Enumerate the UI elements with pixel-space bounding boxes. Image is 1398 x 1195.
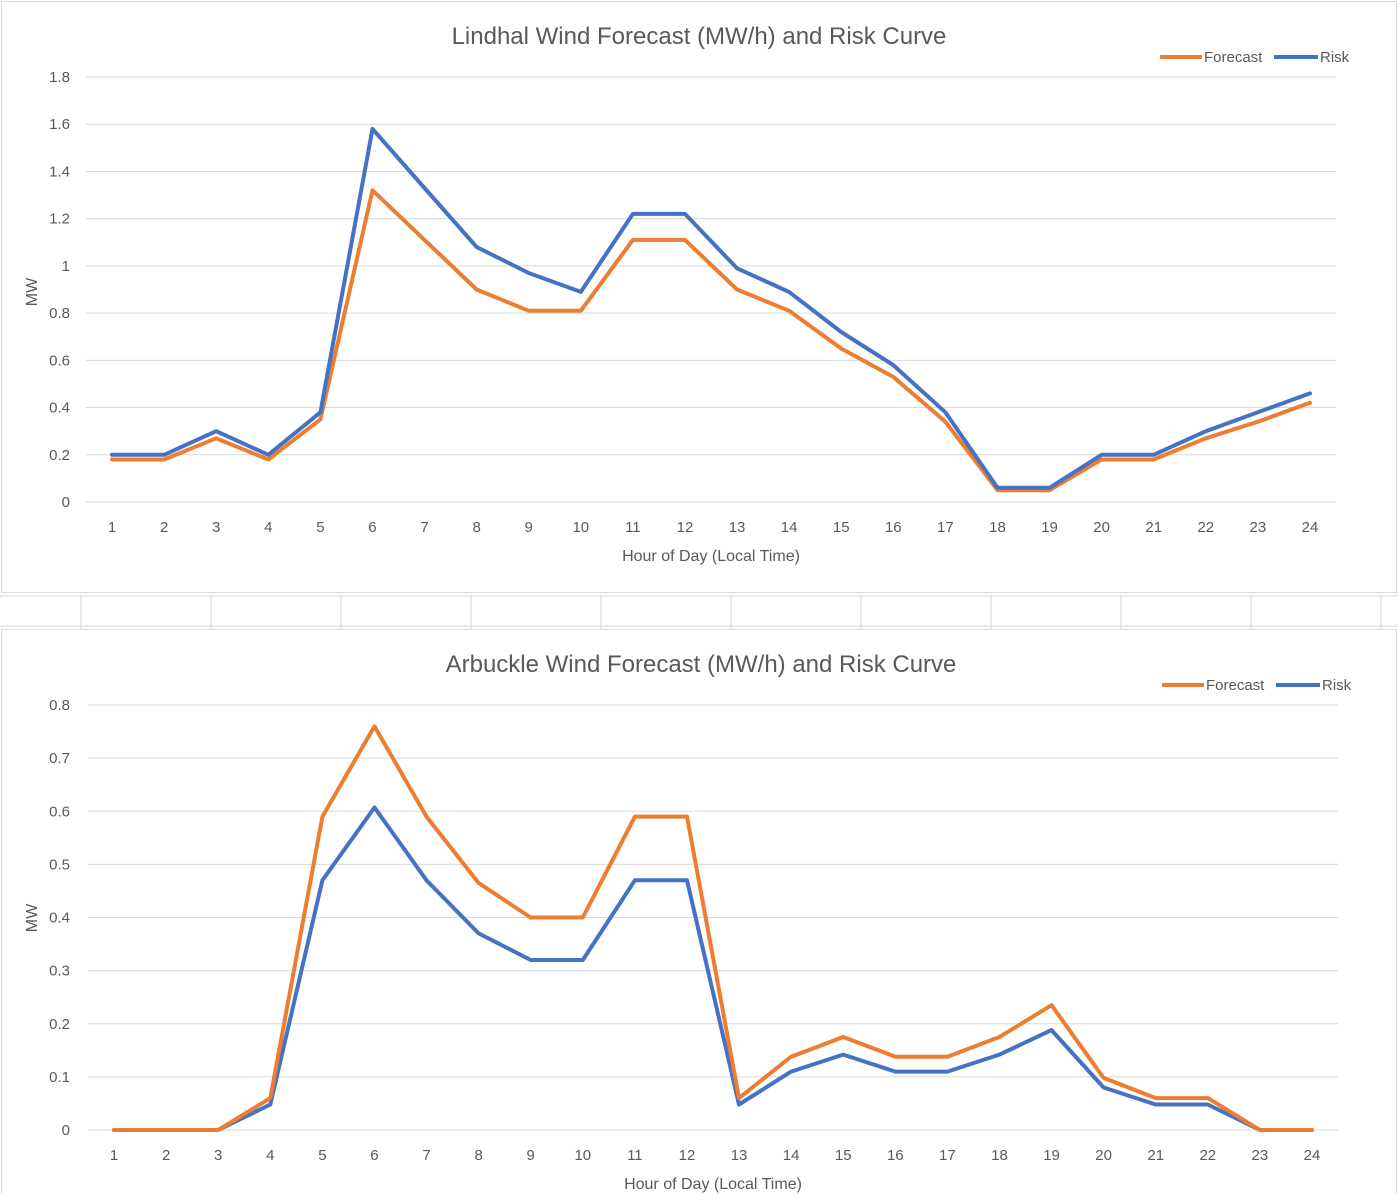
- y-tick-label: 0.6: [49, 803, 70, 820]
- x-tick-label: 7: [422, 1147, 430, 1164]
- x-tick-label: 6: [370, 1147, 378, 1164]
- x-axis-title: Hour of Day (Local Time): [624, 1176, 802, 1193]
- x-tick-label: 10: [574, 1147, 591, 1164]
- x-tick-label: 16: [887, 1147, 904, 1164]
- y-axis-ticks: 0 0.1 0.2 0.3 0.4 0.5 0.6 0.7 0.8: [49, 697, 70, 1139]
- series-line-forecast[interactable]: [112, 724, 1314, 1132]
- y-tick-label: 0.1: [49, 1069, 70, 1086]
- chart-title: Arbuckle Wind Forecast (MW/h) and Risk C…: [446, 651, 957, 678]
- y-tick-label: 0.8: [49, 697, 70, 714]
- x-tick-label: 24: [1302, 519, 1319, 536]
- y-tick-label: 0.2: [49, 1016, 70, 1033]
- x-tick-label: 8: [474, 1147, 482, 1164]
- y-tick-label: 1.2: [49, 211, 70, 228]
- x-tick-label: 15: [835, 1147, 852, 1164]
- x-tick-label: 15: [833, 519, 850, 536]
- x-tick-label: 9: [525, 519, 533, 536]
- x-tick-label: 9: [527, 1147, 535, 1164]
- x-tick-label: 11: [627, 1147, 643, 1164]
- y-tick-label: 1.6: [49, 116, 70, 133]
- y-tick-label: 1: [62, 258, 70, 275]
- x-axis-title: Hour of Day (Local Time): [622, 548, 800, 565]
- x-tick-label: 14: [781, 519, 798, 536]
- y-tick-label: 0.8: [49, 305, 70, 322]
- x-tick-label: 1: [108, 519, 116, 536]
- legend-forecast-label: Forecast: [1204, 49, 1263, 66]
- y-tick-label: 0.4: [49, 910, 70, 927]
- x-tick-label: 3: [214, 1147, 222, 1164]
- x-tick-label: 5: [318, 1147, 326, 1164]
- x-tick-label: 5: [316, 519, 324, 536]
- x-tick-label: 1: [110, 1147, 118, 1164]
- y-tick-label: 0.2: [49, 447, 70, 464]
- y-tick-label: 1.4: [49, 163, 70, 180]
- x-tick-label: 2: [160, 519, 168, 536]
- x-tick-label: 12: [677, 519, 694, 536]
- lindhal-chart-svg: Lindhal Wind Forecast (MW/h) and Risk Cu…: [24, 23, 1350, 565]
- legend: Forecast Risk: [1160, 49, 1350, 66]
- y-tick-label: 0.3: [49, 963, 70, 980]
- x-tick-label: 13: [729, 519, 746, 536]
- x-tick-label: 23: [1250, 519, 1267, 536]
- x-tick-label: 23: [1252, 1147, 1269, 1164]
- legend-risk-label: Risk: [1322, 677, 1352, 694]
- series-line-risk[interactable]: [110, 126, 1312, 490]
- gridlines: [88, 704, 1338, 1131]
- x-tick-label: 12: [679, 1147, 696, 1164]
- y-tick-label: 0.5: [49, 856, 70, 873]
- plot-series: [110, 126, 1312, 493]
- x-tick-label: 20: [1093, 519, 1110, 536]
- x-tick-label: 3: [212, 519, 220, 536]
- y-axis-title: MW: [24, 903, 41, 932]
- y-tick-label: 0: [62, 1122, 70, 1139]
- y-tick-label: 1.8: [49, 69, 70, 86]
- x-tick-label: 4: [266, 1147, 274, 1164]
- x-tick-label: 22: [1199, 1147, 1216, 1164]
- x-tick-label: 6: [368, 519, 376, 536]
- y-tick-label: 0.7: [49, 750, 70, 767]
- x-tick-label: 24: [1304, 1147, 1321, 1164]
- legend-risk-label: Risk: [1320, 49, 1350, 66]
- x-tick-label: 19: [1041, 519, 1058, 536]
- y-tick-label: 0.4: [49, 400, 70, 417]
- x-tick-label: 22: [1197, 519, 1214, 536]
- x-tick-label: 14: [783, 1147, 800, 1164]
- x-tick-label: 4: [264, 519, 272, 536]
- x-axis-ticks: 1 2 3 4 5 6 7 8 9 10 11 12 13 14 15 16 17 18 19 20 21 22 23 24: [108, 519, 1318, 536]
- x-tick-label: 11: [625, 519, 641, 536]
- x-tick-label: 21: [1147, 1147, 1164, 1164]
- x-tick-label: 13: [731, 1147, 748, 1164]
- x-tick-label: 10: [572, 519, 589, 536]
- x-tick-label: 8: [472, 519, 480, 536]
- x-tick-label: 17: [939, 1147, 956, 1164]
- x-tick-label: 20: [1095, 1147, 1112, 1164]
- legend: Forecast Risk: [1162, 677, 1352, 694]
- legend-forecast-label: Forecast: [1206, 677, 1265, 694]
- y-axis-ticks: 0 0.2 0.4 0.6 0.8 1 1.2 1.4 1.6 1.8: [49, 69, 70, 511]
- arbuckle-chart[interactable]: Arbuckle Wind Forecast (MW/h) and Risk C…: [1, 629, 1397, 1194]
- series-line-forecast[interactable]: [110, 188, 1312, 493]
- x-tick-label: 19: [1043, 1147, 1060, 1164]
- x-tick-label: 7: [420, 519, 428, 536]
- y-axis-title: MW: [24, 277, 41, 306]
- x-tick-label: 17: [937, 519, 954, 536]
- y-tick-label: 0: [62, 494, 70, 511]
- x-tick-label: 18: [991, 1147, 1008, 1164]
- x-tick-label: 2: [162, 1147, 170, 1164]
- lindhal-chart[interactable]: Lindhal Wind Forecast (MW/h) and Risk Cu…: [1, 1, 1397, 593]
- x-tick-label: 16: [885, 519, 902, 536]
- y-tick-label: 0.6: [49, 352, 70, 369]
- arbuckle-chart-svg: Arbuckle Wind Forecast (MW/h) and Risk C…: [24, 651, 1352, 1193]
- x-tick-label: 18: [989, 519, 1006, 536]
- gridlines: [86, 76, 1336, 503]
- x-tick-label: 21: [1145, 519, 1162, 536]
- x-axis-ticks: 1 2 3 4 5 6 7 8 9 10 11 12 13 14 15 16 17 18 19 20 21 22 23 24: [110, 1147, 1320, 1164]
- series-line-risk[interactable]: [112, 805, 1314, 1132]
- plot-series: [112, 724, 1314, 1132]
- chart-title: Lindhal Wind Forecast (MW/h) and Risk Cu…: [452, 23, 947, 50]
